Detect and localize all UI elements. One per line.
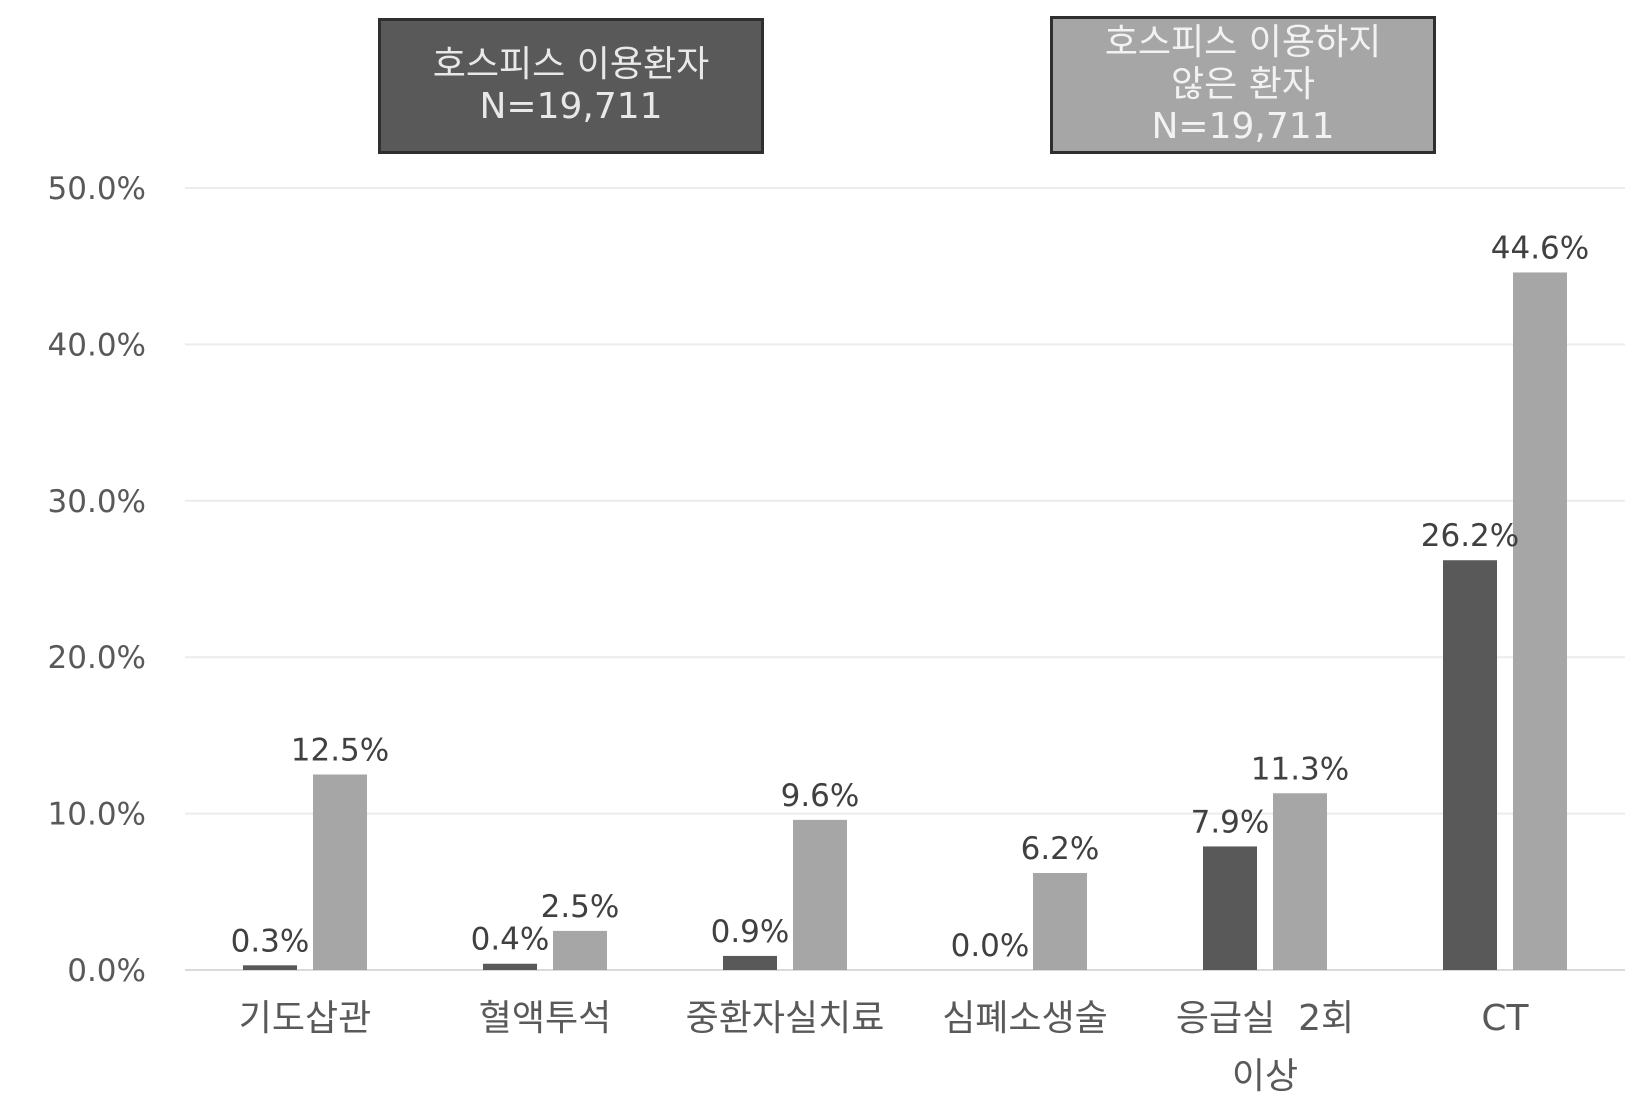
data-label: 6.2% bbox=[1021, 831, 1100, 867]
bars bbox=[243, 272, 1567, 970]
y-axis-ticks: 0.0% 10.0% 20.0% 30.0% 40.0% 50.0% bbox=[48, 171, 146, 989]
legend-text: 호스피스 이용하지 bbox=[1104, 22, 1382, 63]
data-label: 0.0% bbox=[951, 928, 1030, 964]
y-tick-label: 50.0% bbox=[48, 171, 146, 207]
bar-series-2 bbox=[313, 774, 367, 970]
data-label: 12.5% bbox=[291, 733, 389, 769]
data-label: 0.3% bbox=[231, 923, 310, 959]
bar-series-1 bbox=[243, 965, 297, 970]
legend-text: 호스피스 이용환자 bbox=[432, 44, 710, 85]
bar-series-1 bbox=[723, 955, 777, 970]
bar-series-2 bbox=[1273, 793, 1327, 970]
bar-series-2 bbox=[1513, 272, 1567, 970]
data-label: 7.9% bbox=[1191, 804, 1270, 840]
gridlines bbox=[185, 187, 1625, 971]
bar-series-1 bbox=[483, 963, 537, 970]
category-label: 이상 bbox=[1232, 1056, 1298, 1097]
legend-text: N=19,711 bbox=[479, 86, 663, 127]
bar-series-2 bbox=[793, 819, 847, 970]
legend-series-1: 호스피스 이용환자 N=19,711 bbox=[378, 18, 764, 154]
category-label: 혈액투석 bbox=[479, 998, 611, 1039]
y-tick-label: 10.0% bbox=[48, 797, 146, 833]
bar-series-1 bbox=[1443, 560, 1497, 970]
data-label: 11.3% bbox=[1251, 751, 1349, 787]
bar-series-1 bbox=[1203, 846, 1257, 970]
y-tick-label: 0.0% bbox=[67, 953, 146, 989]
legend-text: N=19,711 bbox=[1151, 106, 1335, 147]
legend-text: 않은 환자 bbox=[1171, 64, 1315, 105]
data-label: 9.6% bbox=[781, 778, 860, 814]
category-label: 중환자실치료 bbox=[686, 998, 885, 1039]
bar-series-2 bbox=[1033, 873, 1087, 970]
y-tick-label: 20.0% bbox=[48, 640, 146, 676]
data-label: 2.5% bbox=[541, 889, 620, 925]
data-label: 44.6% bbox=[1491, 230, 1589, 266]
y-tick-label: 30.0% bbox=[48, 484, 146, 520]
category-label: 응급실 2회 bbox=[1176, 998, 1354, 1039]
data-label: 0.9% bbox=[711, 914, 790, 950]
data-labels: 0.3% 0.4% 0.9% 0.0% 7.9% 26.2% 12.5% 2.5% 9.6% 6.… bbox=[231, 230, 1590, 964]
data-label: 0.4% bbox=[471, 922, 550, 958]
category-label: CT bbox=[1481, 998, 1529, 1039]
bar-series-2 bbox=[553, 930, 607, 970]
category-label: 기도삽관 bbox=[239, 998, 371, 1039]
data-label: 26.2% bbox=[1421, 518, 1519, 554]
category-label: 심폐소생술 bbox=[942, 998, 1108, 1039]
legend-series-2: 호스피스 이용하지 않은 환자 N=19,711 bbox=[1050, 16, 1436, 154]
y-tick-label: 40.0% bbox=[48, 327, 146, 363]
